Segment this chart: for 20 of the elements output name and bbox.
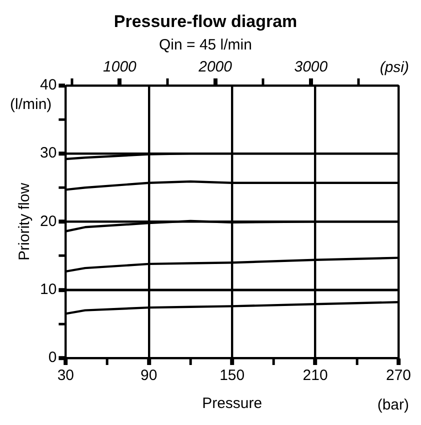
y-axis-title: Priority flow: [16, 182, 34, 260]
y-tick-label: 10: [40, 280, 57, 298]
y-tick-label: 40: [40, 76, 57, 94]
x-tick-label: 210: [302, 367, 328, 384]
x2-axis-title: (psi): [380, 59, 409, 76]
text: (l/min): [10, 96, 52, 114]
y-tick-label: 20: [40, 212, 57, 230]
x2-tick-label: 2000: [198, 58, 233, 76]
x-tick-label: 150: [220, 367, 245, 384]
x-tick-label: 270: [386, 367, 411, 384]
chart-title: Pressure-flow diagram: [114, 12, 298, 31]
x-tick-label: 30: [57, 367, 74, 384]
text: (bar): [377, 396, 410, 414]
y-tick-label: 0: [48, 349, 57, 366]
x-axis-title: Pressure: [202, 395, 262, 412]
x2-tick-label: 1000: [103, 58, 138, 76]
chart-subtitle: Qin = 45 l/min: [159, 36, 252, 54]
y-tick-label: 30: [40, 144, 57, 162]
x2-tick-label: 3000: [294, 58, 328, 76]
x-tick-label: 90: [140, 367, 158, 384]
